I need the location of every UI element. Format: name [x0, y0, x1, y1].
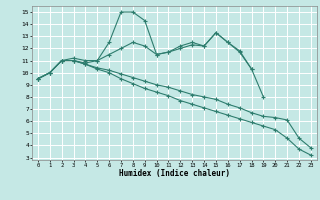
X-axis label: Humidex (Indice chaleur): Humidex (Indice chaleur)	[119, 169, 230, 178]
